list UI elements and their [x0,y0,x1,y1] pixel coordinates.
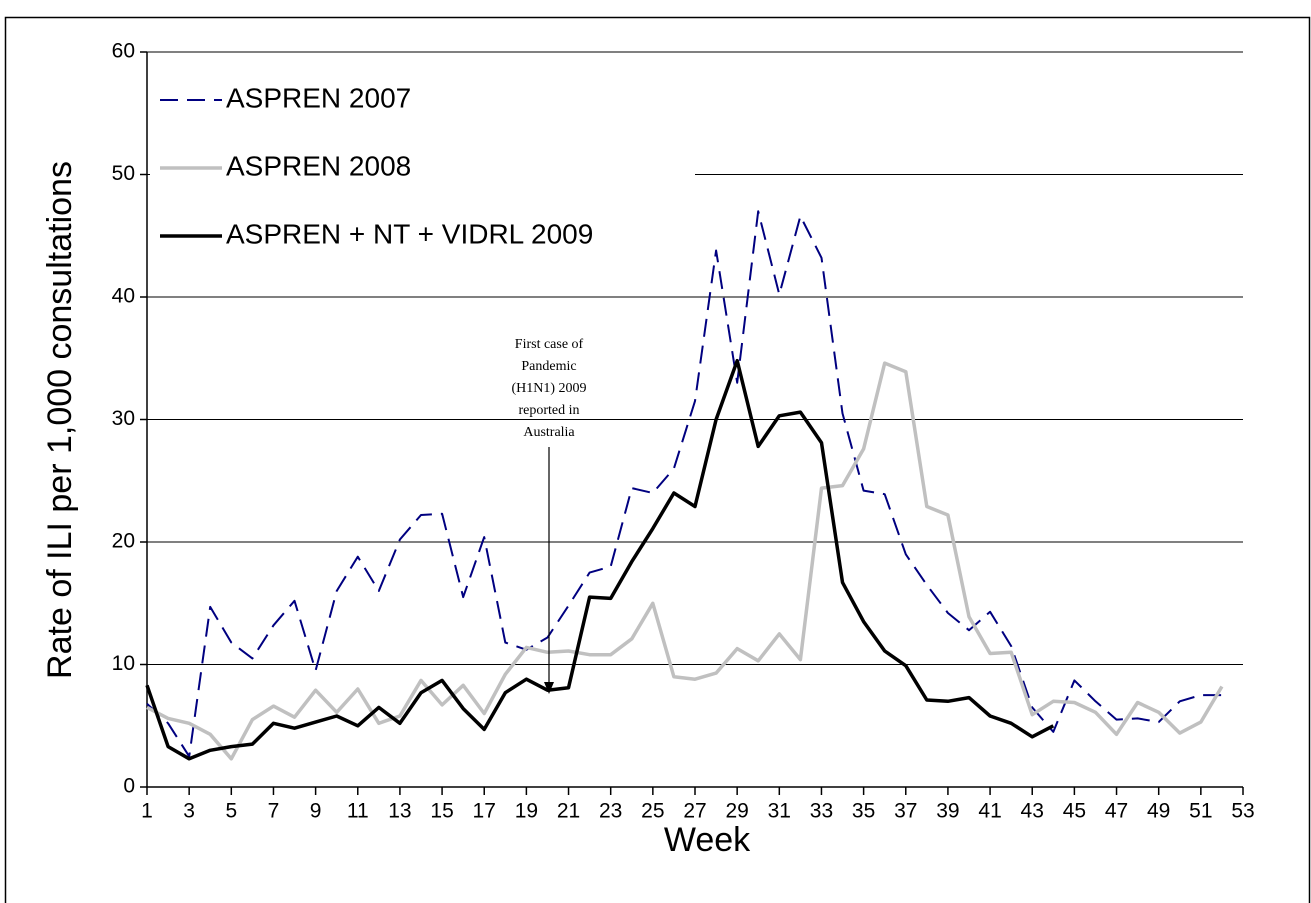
x-tick-label: 45 [1063,800,1086,823]
x-tick-label: 23 [599,800,622,823]
x-tick-label: 41 [978,800,1001,823]
x-tick-label: 19 [515,800,538,823]
y-tick-label: 10 [112,652,135,675]
x-tick-label: 35 [852,800,875,823]
x-tick-label: 21 [557,800,580,823]
y-tick-label: 60 [112,40,135,63]
x-tick-label: 33 [810,800,833,823]
annotation-arrowhead [544,682,554,694]
x-tick-label: 17 [473,800,496,823]
x-tick-label: 39 [936,800,959,823]
legend-label: ASPREN 2008 [226,150,411,181]
series-line [145,358,1055,761]
y-axis-label: Rate of ILI per 1,000 consultations [41,161,79,679]
x-tick-label: 31 [768,800,791,823]
y-tick-label: 50 [112,162,135,185]
x-axis-label: Week [664,821,751,859]
x-tick-label: 1 [141,800,153,823]
x-tick-label: 43 [1021,800,1044,823]
chart-frame [4,16,1311,903]
legend-label: ASPREN + NT + VIDRL 2009 [226,218,593,249]
annotation: First case of Pandemic (H1N1) 2009 reported… [511,337,587,694]
y-tick-label: 20 [112,530,135,553]
x-tick-label: 29 [725,800,748,823]
x-tick-label: 37 [894,800,917,823]
x-tick-label: 27 [683,800,706,823]
x-tick-label: 9 [310,800,322,823]
x-tick-label: 53 [1231,800,1254,823]
x-tick-label: 25 [641,800,664,823]
x-tick-label: 5 [225,800,237,823]
x-tick-label: 15 [430,800,453,823]
x-tick-label: 47 [1105,800,1128,823]
legend: ASPREN 2007 ASPREN 2008 ASPREN + NT + VIDR… [150,72,695,268]
y-tick-label: 30 [112,407,135,430]
x-tick-label: 51 [1189,800,1212,823]
x-tick-label: 13 [388,800,411,823]
y-tick-label: 40 [112,285,135,308]
y-tick-label: 0 [123,775,135,798]
legend-label: ASPREN 2007 [226,82,411,113]
x-tick-label: 3 [183,800,195,823]
x-tick-label: 49 [1147,800,1170,823]
series-line [146,361,1224,761]
series-line [146,210,1222,758]
legend-box [150,72,695,268]
x-tick-label: 11 [347,800,369,823]
annotation-text: First case of Pandemic (H1N1) 2009 reported… [511,337,586,440]
x-tick-label: 7 [268,800,280,823]
